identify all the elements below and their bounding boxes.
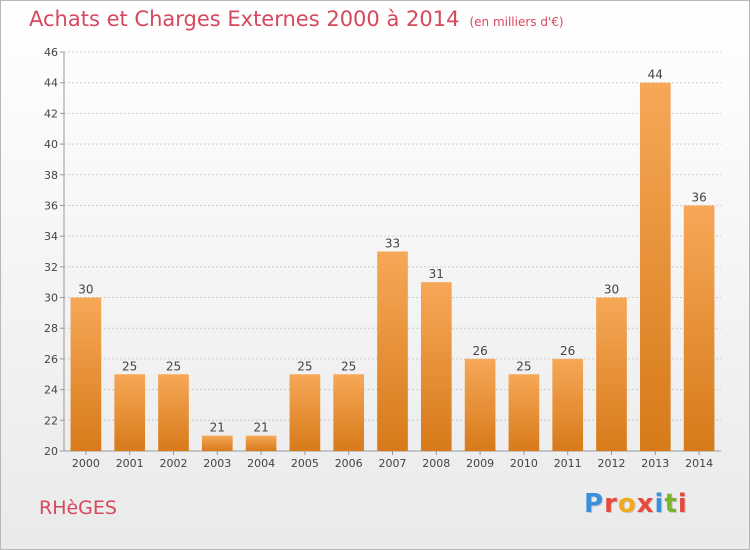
x-tick-label-2011: 2011 — [554, 457, 582, 470]
value-label-2009: 26 — [472, 344, 487, 358]
bar-2005 — [289, 374, 321, 451]
bars — [70, 82, 715, 451]
y-tick-label: 40 — [44, 138, 58, 151]
bar-2012 — [596, 297, 627, 451]
bar-2000 — [70, 297, 102, 451]
commune-name: RHèGES — [39, 497, 117, 519]
x-tick-label-2007: 2007 — [379, 457, 407, 470]
value-label-2000: 30 — [78, 283, 93, 297]
bar-2007 — [377, 251, 408, 451]
y-tick-label: 20 — [44, 445, 58, 458]
y-tick-label: 42 — [44, 107, 58, 120]
value-label-2006: 25 — [341, 359, 356, 373]
bar-2006 — [333, 374, 365, 451]
bar-2009 — [464, 358, 496, 451]
value-label-2002: 25 — [166, 359, 181, 373]
value-label-2004: 21 — [253, 421, 268, 435]
chart-subtitle: (en milliers d'€) — [469, 15, 564, 29]
y-tick-label: 28 — [44, 322, 58, 335]
value-label-2007: 33 — [385, 237, 400, 251]
x-tick-label-2003: 2003 — [203, 457, 231, 470]
x-tick-label-2014: 2014 — [685, 457, 713, 470]
value-label-2011: 26 — [560, 344, 575, 358]
x-tick-label-2005: 2005 — [291, 457, 319, 470]
logo-letter: i — [654, 489, 665, 519]
value-label-2010: 25 — [516, 359, 531, 373]
logo-letter: o — [617, 489, 637, 519]
y-tick-label: 44 — [44, 77, 58, 90]
logo-letter: P — [584, 489, 605, 519]
x-tick-label-2000: 2000 — [72, 457, 100, 470]
value-label-2013: 44 — [648, 68, 663, 82]
bar-2003 — [201, 435, 233, 451]
y-tick-label: 38 — [44, 169, 58, 182]
x-tick-label-2001: 2001 — [116, 457, 144, 470]
y-tick-label: 46 — [44, 46, 58, 59]
bar-2013 — [639, 82, 671, 451]
labels: 20 22 24 26 28 30 32 34 36 38 40 42 44 46 30 2000 25 2001… — [44, 46, 713, 470]
x-tick-label-2004: 2004 — [247, 457, 275, 470]
value-label-2003: 21 — [210, 421, 225, 435]
y-tick-label: 24 — [44, 384, 58, 397]
bar-2010 — [508, 374, 540, 451]
value-label-2005: 25 — [297, 359, 312, 373]
bar-2008 — [420, 282, 452, 451]
value-label-2001: 25 — [122, 359, 137, 373]
x-tick-label-2006: 2006 — [335, 457, 363, 470]
y-tick-label: 36 — [44, 199, 58, 212]
bar-2014 — [683, 205, 715, 451]
value-label-2014: 36 — [691, 190, 706, 204]
y-tick-label: 34 — [44, 230, 58, 243]
logo-letter: t — [664, 489, 678, 519]
y-tick-label: 22 — [44, 414, 58, 427]
logo-letter: x — [636, 489, 655, 519]
bar-2001 — [114, 374, 146, 451]
bar-2011 — [552, 358, 584, 451]
x-tick-label-2013: 2013 — [641, 457, 669, 470]
x-tick-label-2002: 2002 — [160, 457, 188, 470]
x-tick-label-2012: 2012 — [598, 457, 626, 470]
y-tick-label: 32 — [44, 261, 58, 274]
logo-letter: i — [677, 489, 688, 519]
x-tick-label-2009: 2009 — [466, 457, 494, 470]
y-tick-label: 30 — [44, 292, 58, 305]
y-tick-label: 26 — [44, 353, 58, 366]
value-label-2012: 30 — [604, 283, 619, 297]
value-label-2008: 31 — [429, 267, 444, 281]
x-tick-label-2010: 2010 — [510, 457, 538, 470]
proxiti-logo[interactable]: Proxiti — [584, 489, 688, 519]
bar-2004 — [245, 435, 277, 451]
title-block: Achats et Charges Externes 2000 à 2014 (e… — [29, 7, 564, 31]
x-tick-label-2008: 2008 — [422, 457, 450, 470]
logo-letter: r — [604, 489, 618, 519]
bar-2002 — [158, 374, 189, 451]
chart-title: Achats et Charges Externes 2000 à 2014 — [29, 7, 460, 31]
